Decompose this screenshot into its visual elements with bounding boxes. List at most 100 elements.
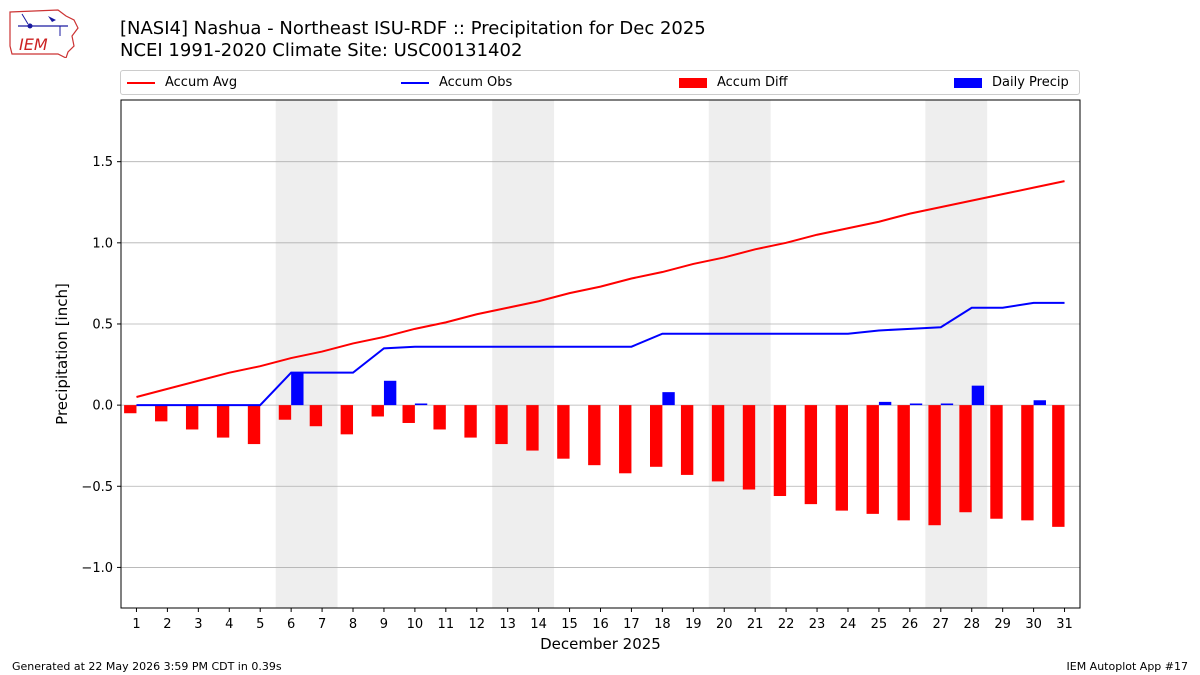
- daily-precip-bar-25: [878, 401, 892, 406]
- accum-diff-bar-18: [649, 405, 663, 467]
- y-tick-label-5: 1.5: [92, 155, 113, 170]
- accum-diff-bar-4: [216, 405, 230, 438]
- x-tick-label-9: 9: [380, 617, 388, 632]
- accum-diff-bar-7: [309, 405, 323, 427]
- x-tick-label-12: 12: [468, 617, 485, 632]
- x-tick-label-3: 3: [194, 617, 202, 632]
- x-tick-label-26: 26: [902, 617, 919, 632]
- accum-diff-bar-15: [557, 405, 570, 459]
- x-tick-label-31: 31: [1056, 617, 1073, 632]
- accum-diff-bar-5: [247, 405, 261, 445]
- weekend-band-2: [492, 100, 555, 608]
- y-tick-label-1: −0.5: [81, 480, 113, 495]
- legend-item-accum-obs: Accum Obs: [401, 71, 512, 94]
- y-tick-label-0: −1.0: [81, 561, 113, 576]
- accum-diff-bar-17: [619, 405, 632, 474]
- accum-diff-bar-2: [155, 405, 168, 422]
- accum-diff-bar-6: [278, 405, 292, 420]
- x-tick-label-6: 6: [287, 617, 295, 632]
- x-tick-label-29: 29: [994, 617, 1011, 632]
- weekend-band-4: [925, 100, 988, 608]
- x-tick-label-20: 20: [716, 617, 733, 632]
- daily-precip-bar-30: [1033, 400, 1046, 406]
- accum-diff-bar-1: [124, 405, 137, 414]
- accum-diff-bar-16: [588, 405, 601, 466]
- x-tick-label-25: 25: [871, 617, 888, 632]
- app-note: IEM Autoplot App #17: [1066, 660, 1189, 673]
- x-tick-label-27: 27: [933, 617, 950, 632]
- series-line-accum-obs: [136, 301, 1065, 407]
- x-tick-label-4: 4: [225, 617, 233, 632]
- accum-diff-bar-3: [185, 405, 199, 430]
- x-tick-label-11: 11: [438, 617, 455, 632]
- y-tick-label-2: 0.0: [92, 399, 113, 414]
- x-axis-label: December 2025: [540, 635, 661, 653]
- y-tick-label-4: 1.0: [92, 236, 113, 251]
- accum-diff-bar-27: [928, 405, 941, 526]
- legend-label-accum-obs: Accum Obs: [439, 75, 513, 90]
- accum-diff-bar-10: [402, 405, 415, 423]
- x-tick-label-14: 14: [530, 617, 547, 632]
- x-tick-label-24: 24: [840, 617, 857, 632]
- legend-label-daily-precip: Daily Precip: [992, 75, 1069, 90]
- daily-precip-bar-10: [414, 403, 428, 406]
- legend-swatch-accum-avg: [127, 81, 155, 84]
- iem-logo: IEM: [9, 9, 79, 58]
- logo-text: IEM: [19, 35, 48, 54]
- x-tick-label-22: 22: [778, 617, 795, 632]
- legend-swatch-daily-precip: [954, 77, 982, 88]
- daily-precip-bar-6: [291, 372, 304, 406]
- legend-swatch-accum-diff: [679, 77, 707, 88]
- legend-item-accum-avg: Accum Avg: [127, 71, 237, 94]
- legend: Accum Avg Accum Obs Accum Diff Daily Pre…: [120, 70, 1080, 95]
- x-tick-label-16: 16: [592, 617, 609, 632]
- legend-label-accum-diff: Accum Diff: [717, 75, 788, 90]
- accum-diff-bar-11: [433, 405, 446, 430]
- accum-diff-bar-21: [742, 405, 756, 490]
- accum-diff-bar-19: [680, 405, 694, 475]
- accum-diff-bar-8: [340, 405, 354, 435]
- accum-diff-bar-13: [495, 405, 508, 445]
- chart-subtitle: NCEI 1991-2020 Climate Site: USC00131402: [120, 40, 523, 61]
- x-tick-label-2: 2: [163, 617, 171, 632]
- x-tick-label-18: 18: [654, 617, 671, 632]
- accum-diff-bar-9: [371, 405, 384, 417]
- x-tick-label-15: 15: [561, 617, 578, 632]
- accum-diff-bar-24: [835, 405, 848, 511]
- y-tick-label-3: 0.5: [92, 317, 113, 332]
- x-tick-label-28: 28: [963, 617, 980, 632]
- x-tick-label-7: 7: [318, 617, 326, 632]
- x-tick-label-19: 19: [685, 617, 702, 632]
- series-line-accum-avg: [136, 180, 1065, 398]
- x-tick-label-30: 30: [1025, 617, 1042, 632]
- x-tick-label-10: 10: [407, 617, 424, 632]
- accum-diff-bar-31: [1052, 405, 1065, 527]
- legend-label-accum-avg: Accum Avg: [165, 75, 238, 90]
- generated-note: Generated at 22 May 2026 3:59 PM CDT in …: [12, 660, 282, 673]
- x-tick-label-5: 5: [256, 617, 264, 632]
- accum-diff-bar-29: [990, 405, 1003, 519]
- accum-diff-bar-28: [959, 405, 972, 513]
- accum-diff-bar-30: [1021, 405, 1034, 521]
- legend-item-accum-diff: Accum Diff: [679, 71, 788, 94]
- accum-diff-bar-14: [526, 405, 539, 451]
- accum-diff-bar-26: [897, 405, 910, 521]
- daily-precip-bar-9: [383, 380, 397, 406]
- x-tick-label-8: 8: [349, 617, 357, 632]
- weekend-band-3: [708, 100, 771, 608]
- legend-swatch-accum-obs: [401, 81, 429, 84]
- y-axis-label: Precipitation [inch]: [53, 283, 71, 425]
- chart-title: [NASI4] Nashua - Northeast ISU-RDF :: Pr…: [120, 18, 706, 39]
- legend-item-daily-precip: Daily Precip: [954, 71, 1069, 94]
- accum-diff-bar-23: [804, 405, 818, 505]
- daily-precip-bar-28: [971, 385, 985, 406]
- x-tick-label-21: 21: [747, 617, 764, 632]
- x-tick-label-13: 13: [499, 617, 516, 632]
- x-tick-label-17: 17: [623, 617, 640, 632]
- accum-diff-bar-25: [866, 405, 879, 514]
- daily-precip-bar-27: [940, 403, 954, 406]
- accum-diff-bar-22: [773, 405, 787, 497]
- daily-precip-bar-26: [909, 403, 923, 406]
- daily-precip-bar-18: [662, 392, 675, 406]
